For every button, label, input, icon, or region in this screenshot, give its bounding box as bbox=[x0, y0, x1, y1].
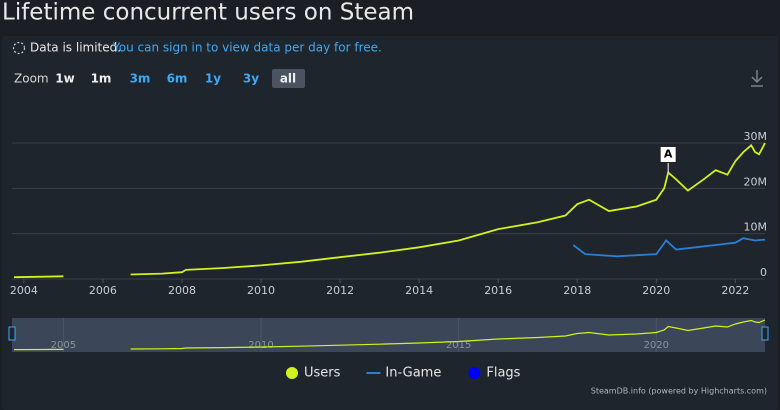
notice-status: Data is limited. bbox=[30, 41, 121, 55]
x-tick-label: 2004 bbox=[10, 284, 38, 297]
legend-item[interactable]: Flags bbox=[468, 366, 521, 381]
chart-title: Lifetime concurrent users on Steam bbox=[2, 0, 414, 26]
panel bbox=[2, 36, 778, 410]
navigator-handle[interactable] bbox=[8, 326, 16, 341]
navigator-line bbox=[13, 319, 766, 351]
legend-label: Flags bbox=[486, 366, 520, 381]
notice-link[interactable]: You can sign in to view data per day for… bbox=[112, 41, 382, 55]
zoom-button[interactable]: all bbox=[280, 72, 296, 86]
x-tick-label: 2008 bbox=[168, 284, 196, 297]
zoom-label: Zoom bbox=[14, 72, 49, 86]
credits: SteamDB.info (powered by Highcharts.com) bbox=[591, 387, 767, 396]
x-tick-label: 2022 bbox=[721, 284, 749, 297]
flag[interactable] bbox=[659, 145, 677, 163]
x-tick-label: 2012 bbox=[326, 284, 354, 297]
navigator-range bbox=[12, 318, 765, 352]
legend-item[interactable]: In-Game bbox=[366, 366, 441, 381]
x-tick-label: 2010 bbox=[247, 284, 275, 297]
navigator-tick-label: 2015 bbox=[446, 340, 471, 351]
x-tick-label: 2016 bbox=[484, 284, 512, 297]
navigator-handle[interactable] bbox=[761, 326, 769, 341]
legend-item[interactable]: Users bbox=[286, 366, 341, 381]
navigator-tick-label: 2005 bbox=[51, 340, 76, 351]
x-tick-label: 2018 bbox=[563, 284, 591, 297]
zoom-button-bg bbox=[272, 69, 305, 88]
x-tick-label: 2020 bbox=[642, 284, 670, 297]
zoom-button[interactable]: 1m bbox=[91, 72, 112, 86]
series-line bbox=[13, 142, 766, 279]
legend-symbol bbox=[286, 367, 298, 379]
y-tick-label: 30M bbox=[744, 130, 768, 143]
legend-label: Users bbox=[304, 366, 341, 381]
zoom-button[interactable]: 3y bbox=[243, 72, 259, 86]
legend-symbol bbox=[468, 367, 481, 379]
x-tick-label: 2006 bbox=[89, 284, 117, 297]
y-tick-label: 10M bbox=[744, 221, 768, 234]
zoom-button[interactable]: 1w bbox=[55, 72, 74, 86]
zoom-button[interactable]: 6m bbox=[167, 72, 188, 86]
zoom-button[interactable]: 1y bbox=[205, 72, 221, 86]
navigator-tick-label: 2010 bbox=[248, 340, 273, 351]
y-tick-label: 0 bbox=[760, 266, 767, 279]
series-line bbox=[572, 237, 766, 258]
notice-icon bbox=[12, 41, 26, 55]
navigator-tick-label: 2020 bbox=[644, 340, 669, 351]
zoom-button[interactable]: 3m bbox=[130, 72, 151, 86]
legend-label: In-Game bbox=[385, 366, 441, 381]
y-tick-label: 20M bbox=[744, 175, 768, 188]
download-icon[interactable] bbox=[751, 70, 763, 87]
flag-label: A bbox=[664, 147, 673, 160]
x-tick-label: 2014 bbox=[405, 284, 433, 297]
